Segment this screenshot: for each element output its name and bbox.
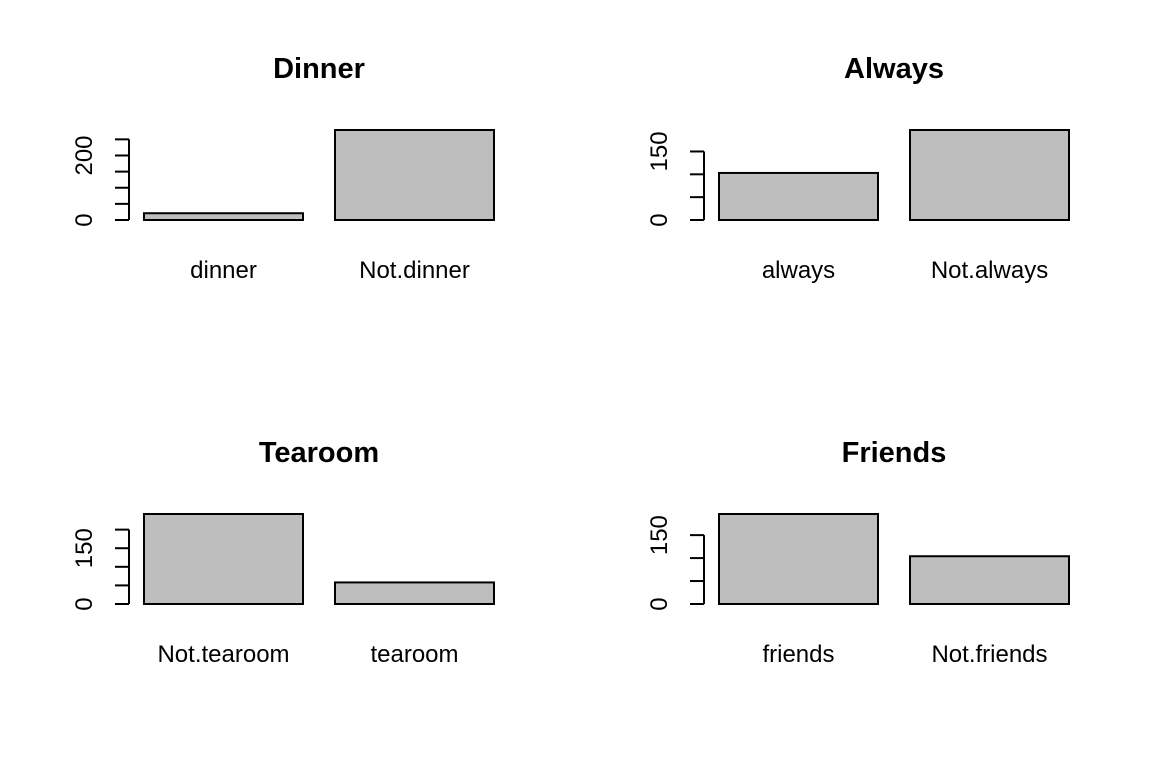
y-tick-label: 0 — [71, 213, 98, 226]
category-label: dinner — [190, 257, 257, 284]
category-label: tearoom — [370, 641, 458, 668]
bar — [909, 129, 1070, 221]
category-label: Not.always — [931, 257, 1048, 284]
category-label: friends — [762, 641, 834, 668]
panel-title: Dinner — [273, 53, 365, 85]
bar — [334, 129, 495, 221]
bar — [143, 212, 304, 221]
bar — [143, 513, 304, 605]
panel-title: Friends — [842, 437, 947, 469]
category-label: Not.dinner — [359, 257, 470, 284]
category-label: Not.tearoom — [157, 641, 289, 668]
category-label: always — [762, 257, 835, 284]
bar — [334, 581, 495, 605]
panel-title: Always — [844, 53, 944, 85]
y-tick-label: 0 — [646, 213, 673, 226]
bar — [909, 555, 1070, 605]
category-label: Not.friends — [931, 641, 1047, 668]
y-tick-label: 150 — [646, 515, 673, 555]
bar — [718, 513, 879, 605]
y-tick-label: 200 — [71, 135, 98, 175]
panel-title: Tearoom — [259, 437, 379, 469]
bar — [718, 171, 879, 222]
y-tick-label: 0 — [646, 597, 673, 610]
y-tick-label: 0 — [71, 597, 98, 610]
y-tick-label: 150 — [71, 528, 98, 568]
y-tick-label: 150 — [646, 131, 673, 171]
